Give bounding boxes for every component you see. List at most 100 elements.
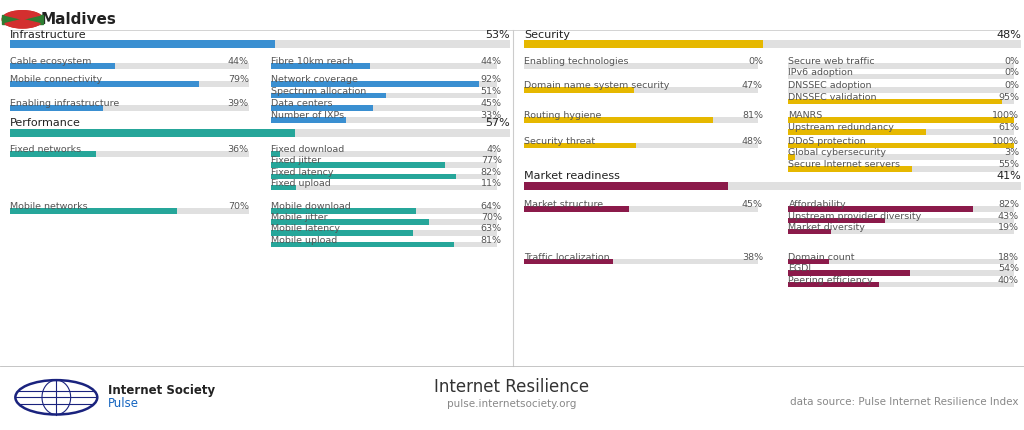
Text: Routing hygiene: Routing hygiene	[524, 111, 602, 120]
Bar	[788, 117, 1014, 123]
Bar	[788, 63, 1014, 69]
Bar	[271, 219, 497, 225]
Bar	[524, 259, 758, 264]
Text: 55%: 55%	[997, 160, 1019, 169]
Text: Global cybersecurity: Global cybersecurity	[788, 148, 887, 157]
Bar	[271, 174, 497, 179]
Bar	[10, 81, 249, 87]
Bar	[271, 162, 497, 168]
Text: 19%: 19%	[997, 223, 1019, 232]
Bar	[10, 81, 199, 87]
Bar	[271, 93, 386, 98]
Text: 48%: 48%	[741, 137, 763, 146]
Text: Mobile connectivity: Mobile connectivity	[10, 75, 102, 84]
FancyArrow shape	[2, 15, 43, 24]
Text: Enabling technologies: Enabling technologies	[524, 57, 629, 66]
Bar	[524, 182, 1021, 190]
Text: Mobile jitter: Mobile jitter	[271, 213, 328, 222]
Bar	[10, 63, 116, 69]
Bar	[788, 154, 796, 160]
Text: 63%: 63%	[480, 224, 502, 233]
Text: 70%: 70%	[480, 213, 502, 222]
Bar	[524, 143, 758, 148]
Bar	[271, 230, 497, 236]
Bar	[271, 185, 497, 190]
Text: Fixed networks: Fixed networks	[10, 145, 81, 154]
Text: 40%: 40%	[997, 276, 1019, 285]
Text: 64%: 64%	[480, 202, 502, 211]
Bar	[788, 218, 886, 223]
Text: 45%: 45%	[480, 99, 502, 108]
Bar	[271, 208, 416, 214]
Text: 36%: 36%	[227, 145, 249, 154]
Text: Number of IXPs: Number of IXPs	[271, 111, 344, 120]
Text: 77%: 77%	[480, 156, 502, 165]
Circle shape	[2, 11, 43, 28]
Text: EGDI: EGDI	[788, 264, 812, 273]
Text: 79%: 79%	[227, 75, 249, 84]
Bar	[524, 206, 630, 212]
Text: 18%: 18%	[997, 253, 1019, 262]
Bar	[788, 229, 831, 234]
Bar	[271, 81, 497, 87]
Text: 51%: 51%	[480, 87, 502, 96]
Text: Infrastructure: Infrastructure	[10, 30, 87, 40]
Bar	[271, 219, 429, 225]
Text: data source: Pulse Internet Resilience Index: data source: Pulse Internet Resilience I…	[791, 397, 1019, 407]
Bar	[788, 166, 912, 172]
Bar	[788, 87, 1014, 93]
Bar	[271, 242, 454, 247]
Text: 33%: 33%	[480, 111, 502, 120]
Text: 44%: 44%	[227, 57, 249, 66]
Text: 61%: 61%	[997, 123, 1019, 132]
Bar	[788, 259, 1014, 264]
Text: 70%: 70%	[227, 202, 249, 211]
Text: 3%: 3%	[1004, 148, 1019, 157]
Bar	[271, 151, 281, 157]
Text: Network coverage: Network coverage	[271, 75, 358, 84]
Wedge shape	[5, 19, 40, 28]
Text: Market readiness: Market readiness	[524, 172, 621, 181]
Text: Domain name system security: Domain name system security	[524, 81, 670, 90]
Text: Traffic localization: Traffic localization	[524, 253, 610, 262]
Text: Data centers: Data centers	[271, 99, 333, 108]
Text: 53%: 53%	[485, 30, 510, 40]
Text: DNSSEC adoption: DNSSEC adoption	[788, 81, 872, 90]
Text: Security: Security	[524, 30, 570, 40]
Bar	[788, 143, 1014, 148]
Text: Market structure: Market structure	[524, 200, 603, 209]
Text: DNSSEC validation: DNSSEC validation	[788, 93, 877, 102]
Bar	[271, 230, 414, 236]
Text: 4%: 4%	[486, 145, 502, 154]
Text: Secure web traffic: Secure web traffic	[788, 57, 876, 66]
Bar	[788, 143, 1014, 148]
Text: Cable ecosystem: Cable ecosystem	[10, 57, 91, 66]
Text: Upstream provider diversity: Upstream provider diversity	[788, 212, 922, 221]
Bar	[10, 63, 249, 69]
Bar	[788, 166, 1014, 172]
Text: Mobile download: Mobile download	[271, 202, 351, 211]
Text: DDoS protection: DDoS protection	[788, 137, 866, 146]
Bar	[271, 208, 497, 214]
Text: Fibre 10km reach: Fibre 10km reach	[271, 57, 353, 66]
Bar	[10, 151, 96, 157]
Text: pulse.internetsociety.org: pulse.internetsociety.org	[447, 399, 577, 409]
Bar	[788, 129, 1014, 135]
Bar	[788, 206, 1014, 212]
Bar	[788, 99, 1002, 104]
Text: 81%: 81%	[741, 111, 763, 120]
Bar	[788, 129, 926, 135]
Bar	[788, 259, 829, 264]
Text: 47%: 47%	[741, 81, 763, 90]
Text: 45%: 45%	[741, 200, 763, 209]
Text: Fixed latency: Fixed latency	[271, 168, 334, 177]
Bar	[524, 259, 613, 264]
Text: 44%: 44%	[480, 57, 502, 66]
Bar	[788, 229, 1014, 234]
Bar	[524, 40, 763, 48]
Text: Secure Internet servers: Secure Internet servers	[788, 160, 900, 169]
Text: Internet Society: Internet Society	[108, 384, 215, 397]
Text: Performance: Performance	[10, 118, 81, 128]
Bar	[788, 74, 1014, 79]
Bar	[524, 40, 1021, 48]
